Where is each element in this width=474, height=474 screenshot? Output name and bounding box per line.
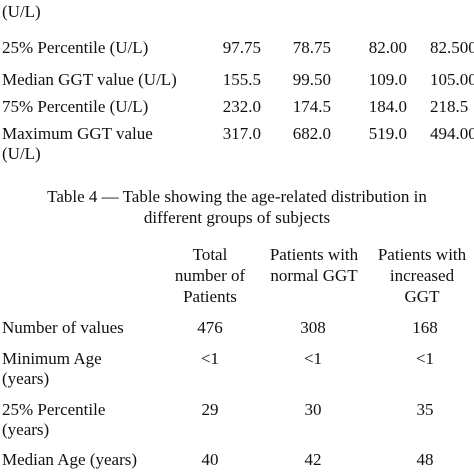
table-3-cell: 78.75 bbox=[292, 38, 331, 57]
table-3-cell: 155.5 bbox=[222, 70, 261, 89]
table-4-cell: 168 bbox=[412, 318, 438, 337]
table-4-cell: 40 bbox=[201, 450, 219, 469]
table-3-cell: 232.0 bbox=[222, 97, 261, 116]
table-3-cell: 82.500 bbox=[430, 38, 474, 57]
table-3-cell: 184.0 bbox=[368, 97, 407, 116]
table-3-row-label: 75% Percentile (U/L) bbox=[2, 97, 149, 116]
table-3-cell: 317.0 bbox=[222, 124, 261, 143]
table-3-row-label: Maximum GGT value bbox=[2, 124, 153, 143]
table-3-cell: 494.00 bbox=[430, 124, 474, 143]
table-4-cell: <1 bbox=[303, 349, 323, 368]
table-4-row-label: Minimum Age bbox=[2, 349, 102, 368]
table-4-cell: <1 bbox=[415, 349, 435, 368]
table-3-row-label: (U/L) bbox=[2, 2, 41, 21]
column-header-line: Patients bbox=[183, 287, 237, 306]
column-header-total: Total number of Patients bbox=[160, 244, 260, 307]
column-header-line: normal GGT bbox=[270, 266, 358, 285]
column-header-line: increased bbox=[389, 266, 455, 285]
table-3-cell: 519.0 bbox=[368, 124, 407, 143]
table-3-cell: 99.50 bbox=[292, 70, 331, 89]
table-4-row-label: Number of values bbox=[2, 318, 124, 337]
table-3-cell: 109.0 bbox=[368, 70, 407, 89]
table-4-cell: 42 bbox=[304, 450, 322, 469]
table-4-cell: <1 bbox=[200, 349, 220, 368]
table-3-row-label-line2: (U/L) bbox=[2, 144, 41, 163]
table-4-caption-line2: different groups of subjects bbox=[143, 208, 331, 227]
table-3-cell: 174.5 bbox=[292, 97, 331, 116]
table-4-row-label: Median Age (years) bbox=[2, 450, 138, 469]
column-header-increased-ggt: Patients with increased GGT bbox=[362, 244, 474, 307]
table-4-cell: 29 bbox=[201, 400, 219, 419]
column-header-line: Patients with bbox=[377, 245, 467, 264]
table-3-cell: 682.0 bbox=[292, 124, 331, 143]
table-3-row-label: Median GGT value (U/L) bbox=[2, 70, 177, 89]
table-4-cell: 476 bbox=[197, 318, 223, 337]
table-3-cell: 218.5 bbox=[430, 97, 469, 116]
table-4-cell: 35 bbox=[416, 400, 434, 419]
column-header-normal-ggt: Patients with normal GGT bbox=[255, 244, 373, 286]
column-header-line: GGT bbox=[404, 287, 440, 306]
table-4-cell: 308 bbox=[300, 318, 326, 337]
table-4-row-label: 25% Percentile bbox=[2, 400, 106, 419]
table-3-row-label: 25% Percentile (U/L) bbox=[2, 38, 149, 57]
table-3-cell: 82.00 bbox=[368, 38, 407, 57]
table-4-cell: 30 bbox=[304, 400, 322, 419]
table-3-cell: 97.75 bbox=[222, 38, 261, 57]
table-4-row-label-line2: (years) bbox=[2, 369, 50, 388]
column-header-line: number of bbox=[174, 266, 246, 285]
table-4-row-label-line2: (years) bbox=[2, 420, 50, 439]
table-4-caption-line1: Table 4 — Table showing the age-related … bbox=[47, 187, 427, 206]
table-3-cell: 105.00 bbox=[430, 70, 474, 89]
column-header-line: Total bbox=[192, 245, 228, 264]
column-header-line: Patients with bbox=[269, 245, 359, 264]
table-4-cell: 48 bbox=[416, 450, 434, 469]
